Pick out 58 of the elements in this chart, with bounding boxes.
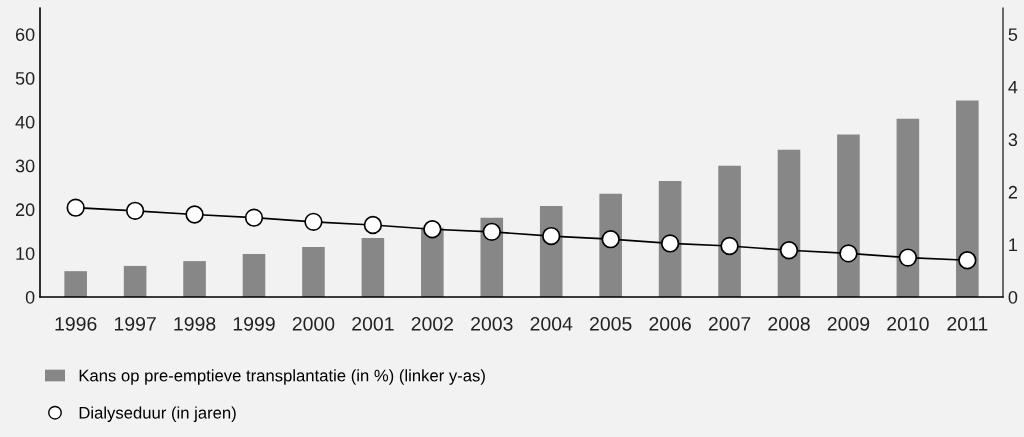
y2-tick-label: 5 [1008,28,1018,41]
bar [837,134,860,297]
x-tick-label: 2011 [947,316,988,331]
y-tick-label: 30 [15,159,35,173]
x-tick-label: 2009 [827,316,870,331]
y-tick-label: 60 [15,28,35,41]
bar [242,254,266,297]
x-tick-label: 2005 [590,316,632,331]
x-tick-label: 2008 [768,316,810,331]
point [66,198,85,217]
bar [302,247,325,297]
point [185,205,204,224]
y-tick-label: 20 [15,203,35,217]
point [720,236,739,256]
point [839,244,858,263]
x-tick-label: 1998 [174,316,216,331]
y2-tick-label: 1 [1009,238,1018,251]
point [601,230,620,249]
point [244,208,264,227]
point [125,201,145,220]
x-tick-label: 1999 [233,316,275,331]
legend-label: Dialyseduur (in jaren) [79,406,236,422]
x-tick-label: 2001 [352,316,394,331]
point [363,215,383,235]
x-tick-label: 2002 [411,316,453,331]
bar [718,165,741,297]
y2-tick-label: 3 [1008,133,1018,147]
x-tick-label: 2000 [292,316,335,331]
x-tick-label: 2003 [471,316,513,331]
y-tick-label: 40 [15,115,35,129]
point [779,241,799,260]
bar [64,271,87,297]
bar [777,149,801,297]
x-tick-label: 1996 [55,316,97,331]
bar [183,261,206,297]
x-tick-label: 1997 [114,316,156,331]
y2-tick-label: 0 [1008,290,1018,304]
point [542,226,561,246]
point [482,222,501,242]
y-tick-label: 10 [16,247,35,260]
y2-tick-label: 2 [1008,185,1017,199]
point [423,220,442,239]
bar [361,237,385,297]
x-tick-label: 2006 [649,316,691,331]
x-tick-label: 2007 [708,316,751,331]
legend-label: Kans op pre-emptieve transplantatie (in %) (linker y-as) [79,369,485,385]
x-tick-label: 2010 [887,316,929,331]
y2-tick-label: 4 [1008,80,1018,94]
bar [896,118,920,297]
point [660,234,680,253]
bar [956,100,979,297]
x-tick-label: 2004 [530,316,573,331]
point [958,251,977,270]
bar [123,265,147,297]
y-tick-label: 50 [15,72,35,85]
point [898,248,918,267]
y-tick-label: 0 [25,290,35,304]
point [304,212,323,232]
